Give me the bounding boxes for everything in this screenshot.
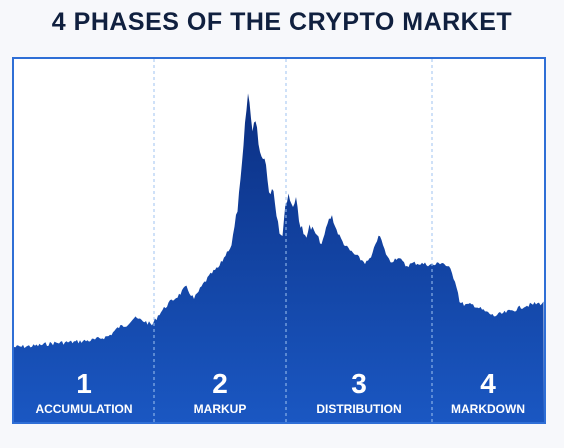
phase-number: 2 [212, 368, 228, 399]
phase-distribution: 3 DISTRIBUTION [286, 369, 432, 417]
phase-markup: 2 MARKUP [154, 369, 286, 417]
phase-name: ACCUMULATION [35, 402, 133, 416]
phase-accumulation: 1 ACCUMULATION [14, 369, 154, 417]
page-title: 4 PHASES OF THE CRYPTO MARKET [51, 8, 513, 36]
phase-name: MARKUP [193, 402, 247, 416]
phase-dividers [153, 59, 433, 422]
phase-name: MARKDOWN [451, 402, 525, 416]
price-area [14, 93, 544, 422]
phase-number: 3 [351, 368, 367, 399]
phase-name: DISTRIBUTION [316, 402, 402, 416]
phase-number: 1 [76, 368, 92, 399]
price-area-diagram [14, 59, 544, 422]
phase-number: 4 [480, 368, 496, 399]
market-cycle-panel: 1 ACCUMULATION 2 MARKUP 3 DISTRIBUTION 4… [12, 57, 546, 424]
phase-markdown: 4 MARKDOWN [432, 369, 544, 417]
